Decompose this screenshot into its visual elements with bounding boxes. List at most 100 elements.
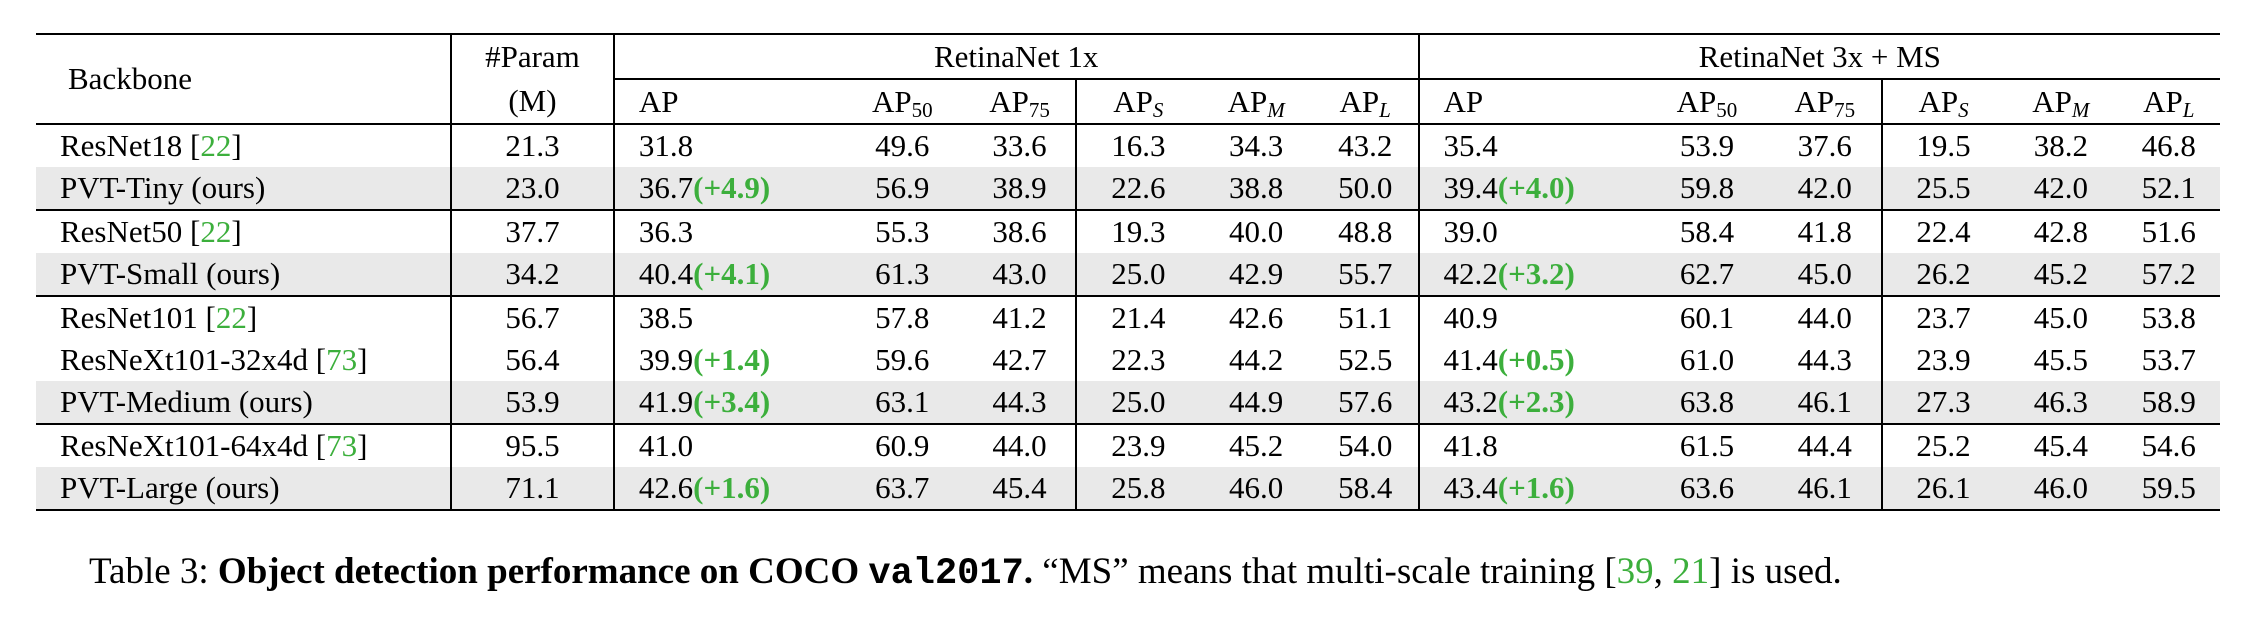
citation-bracket: ] [246, 300, 258, 335]
g1-ap50-cell: 61.3 [840, 253, 964, 296]
g1-ap50-cell: 63.7 [840, 467, 964, 511]
g2-apl-cell: 54.6 [2117, 423, 2220, 467]
table-row: PVT-Large (ours) 71.1 42.6(+1.6) 63.7 45.4 25… [36, 467, 2220, 511]
results-table: Backbone #Param RetinaNet 1x RetinaNet 3… [36, 33, 2220, 511]
g2-ap50-cell: 60.1 [1645, 295, 1769, 339]
table-row: ResNet101 [22] 56.7 38.5 57.8 41.2 21.4 42.6 51… [36, 295, 2220, 339]
g1-aps-cell: 22.6 [1075, 167, 1200, 210]
param-cell: 95.5 [449, 423, 614, 467]
g2-ap-cell: 39.0 [1417, 209, 1646, 253]
g2-apl-cell: 51.6 [2117, 209, 2220, 253]
g2-aps-cell: 25.2 [1880, 423, 2005, 467]
g1-ap75-cell: 45.4 [963, 467, 1077, 511]
g1-ap-gain: (+4.1) [693, 256, 771, 291]
g2-ap-gain: (+3.2) [1497, 256, 1575, 291]
backbone-name: PVT-Medium (ours) [60, 384, 313, 419]
g1-apl-header: APL [1339, 83, 1391, 122]
citation-link[interactable]: 39 [1616, 551, 1654, 592]
backbone-cell: ResNet50 [22] [36, 209, 451, 253]
g1-ap50-cell: 63.1 [840, 381, 964, 424]
g1-ap-value: 38.5 [638, 300, 694, 335]
backbone-name: ResNeXt101-64x4d [60, 428, 316, 463]
param-cell: 56.4 [449, 339, 614, 381]
param-cell: 21.3 [449, 123, 614, 167]
backbone-name: ResNeXt101-32x4d [60, 342, 316, 377]
table-row: ResNet18 [22] 21.3 31.8 49.6 33.6 16.3 34.3 43.… [36, 123, 2220, 167]
backbone-cell: ResNeXt101-32x4d [73] [36, 339, 451, 381]
g2-ap-value: 39.0 [1443, 214, 1498, 249]
citation-link[interactable]: 21 [1672, 551, 1710, 592]
backbone-cell: PVT-Large (ours) [36, 467, 451, 511]
g1-aps-cell: 19.3 [1075, 209, 1200, 253]
citation-link[interactable]: 22 [200, 214, 232, 249]
g1-ap-cell: 31.8 [612, 123, 841, 167]
g1-apm-cell: 42.6 [1199, 295, 1313, 339]
backbone-cell: PVT-Medium (ours) [36, 381, 451, 424]
g1-ap-value: 41.0 [638, 428, 694, 463]
g1-ap-value: 36.3 [638, 214, 694, 249]
g2-ap-cell: 40.9 [1417, 295, 1646, 339]
g2-apm-cell: 45.4 [2004, 423, 2118, 467]
backbone-name: ResNet101 [60, 300, 206, 335]
g2-ap-header: AP [1417, 79, 1646, 124]
g2-ap75-cell: 37.6 [1768, 123, 1882, 167]
param-cell: 56.7 [449, 295, 614, 339]
g1-ap75-cell: 33.6 [963, 123, 1077, 167]
g1-ap75-header: AP75 [989, 83, 1050, 122]
citation-link[interactable]: 73 [326, 342, 358, 377]
g1-apm-header: APM [1227, 83, 1285, 122]
citation-bracket: [ [190, 214, 201, 249]
g1-aps-cell: 16.3 [1075, 123, 1200, 167]
g1-ap-value: 40.4 [638, 256, 694, 291]
g1-ap-gain: (+1.4) [693, 342, 771, 377]
g1-ap-value: 31.8 [638, 128, 694, 163]
g2-ap-value: 43.4 [1443, 470, 1498, 505]
g1-apm-cell: 45.2 [1199, 423, 1313, 467]
param-unit-header: (M) [449, 79, 614, 124]
citation-link[interactable]: 22 [215, 300, 247, 335]
g2-ap75-cell: 41.8 [1768, 209, 1882, 253]
g2-apl-cell: 53.7 [2141, 342, 2196, 377]
g2-ap75-header: AP75 [1794, 83, 1856, 122]
g1-ap50-cell: 57.8 [840, 295, 964, 339]
g2-aps-cell: 25.5 [1880, 167, 2005, 210]
param-cell: 71.1 [449, 467, 614, 511]
g1-ap75-cell: 38.6 [963, 209, 1077, 253]
g2-ap-cell: 41.4(+0.5) [1417, 339, 1646, 381]
g1-aps-cell: 22.3 [1075, 339, 1200, 381]
g2-ap50-cell: 59.8 [1645, 167, 1769, 210]
g1-aps-cell: 23.9 [1075, 423, 1200, 467]
citation-link[interactable]: 73 [326, 428, 358, 463]
table-row: PVT-Small (ours) 34.2 40.4(+4.1) 61.3 43.0 25… [36, 253, 2220, 296]
retinanet-1x-header: RetinaNet 1x [612, 33, 1419, 80]
g2-ap75-cell: 46.1 [1768, 381, 1882, 424]
backbone-name: ResNet50 [60, 214, 191, 249]
g1-apl-cell: 48.8 [1312, 209, 1419, 253]
g2-apm-cell: 42.8 [2004, 209, 2118, 253]
g2-ap-gain: (+2.3) [1497, 384, 1575, 419]
g2-ap-value: 41.4 [1443, 342, 1498, 377]
g1-ap75-cell: 44.0 [963, 423, 1077, 467]
g1-ap-cell: 41.9(+3.4) [612, 381, 841, 424]
g2-apm-cell: 45.2 [2004, 253, 2118, 296]
g1-ap-cell: 40.4(+4.1) [612, 253, 841, 296]
g1-ap50-cell: 55.3 [840, 209, 964, 253]
g1-ap50-header: AP50 [871, 83, 933, 122]
g2-ap-cell: 43.2(+2.3) [1417, 381, 1646, 424]
g1-ap-cell: 41.0 [612, 423, 841, 467]
g2-ap-value: 42.2 [1443, 256, 1498, 291]
g2-apl-cell: 52.1 [2117, 167, 2220, 210]
param-cell: 23.0 [449, 167, 614, 210]
g1-ap-value: 42.6 [638, 470, 694, 505]
g1-ap-cell: 36.3 [612, 209, 841, 253]
g1-ap-value: 36.7 [638, 170, 694, 205]
citation-link[interactable]: 22 [200, 128, 232, 163]
param-cell: 53.9 [449, 381, 614, 424]
citation-bracket: [ [205, 300, 216, 335]
param-header: #Param [449, 33, 614, 79]
g1-ap50-cell: 59.6 [875, 342, 930, 377]
g1-ap-value: 39.9 [638, 342, 694, 377]
g1-ap-cell: 42.6(+1.6) [612, 467, 841, 511]
g2-ap-cell: 42.2(+3.2) [1417, 253, 1646, 296]
g2-aps-cell: 26.2 [1880, 253, 2005, 296]
